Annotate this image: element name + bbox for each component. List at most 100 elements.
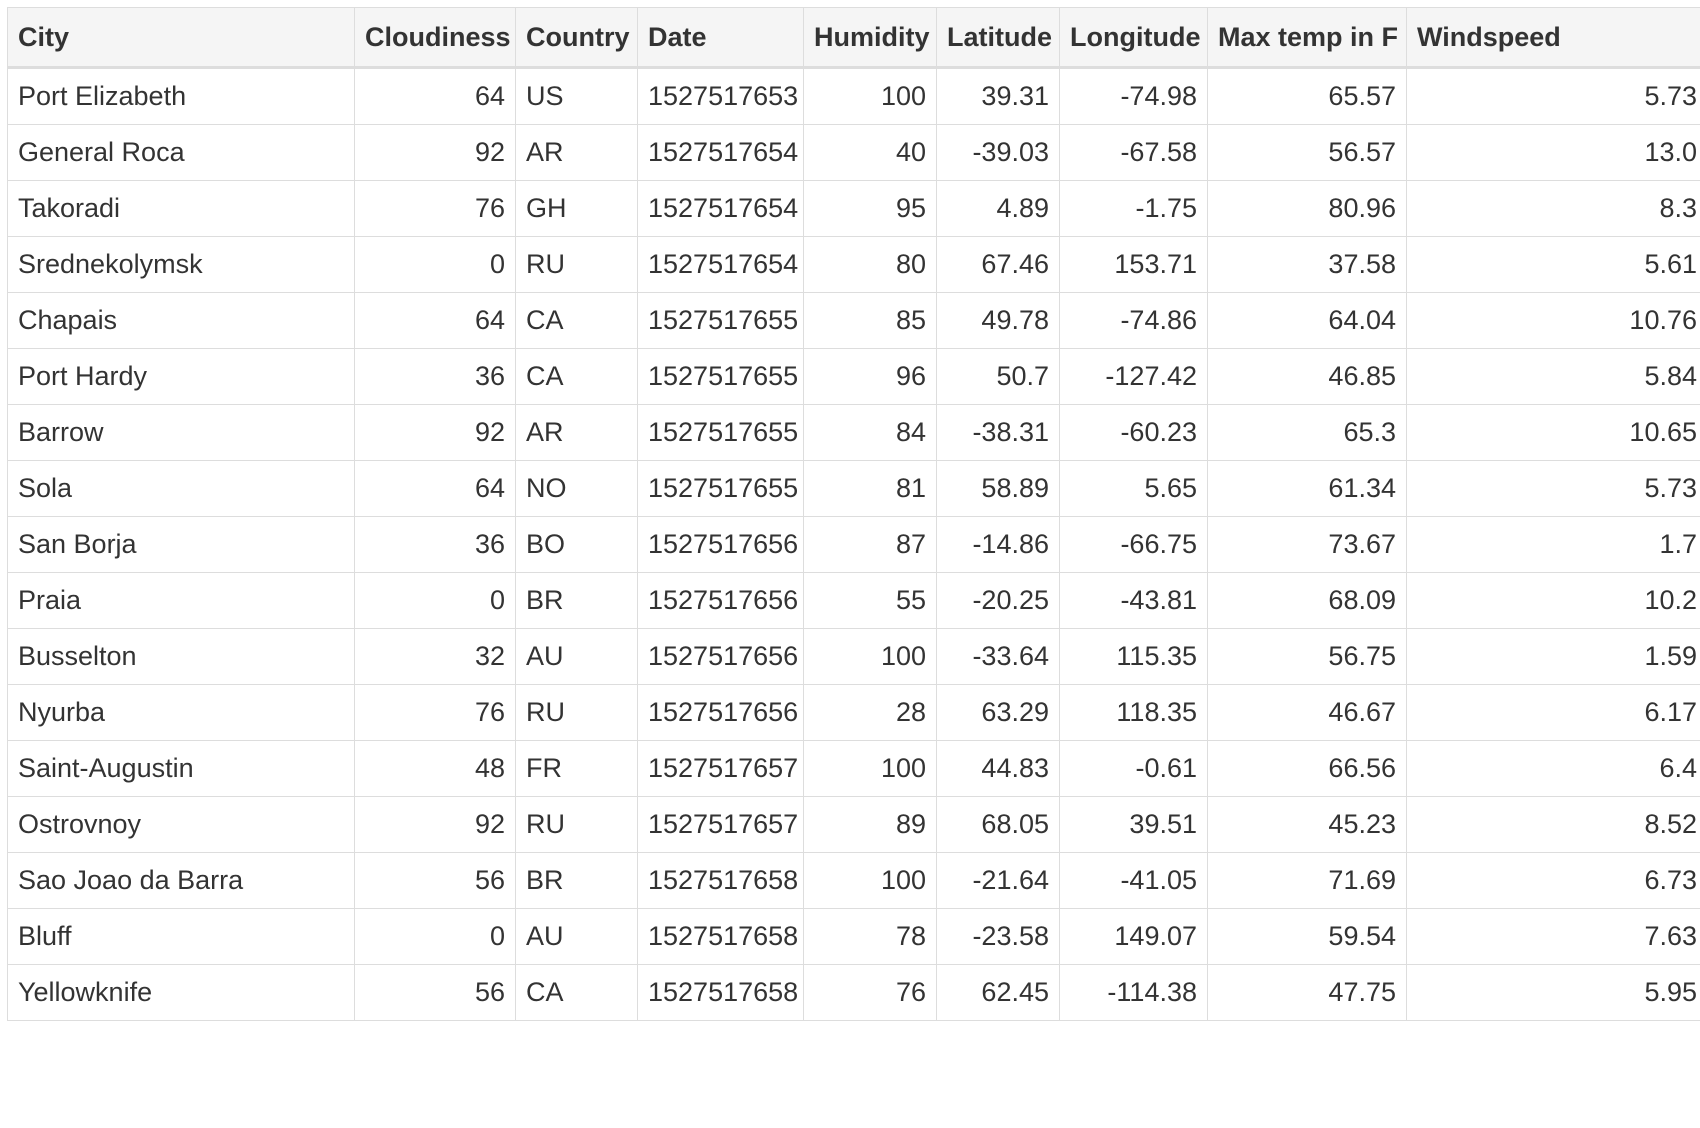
cell-latitude: 39.31 [936, 67, 1060, 125]
cell-date: 1527517654 [637, 236, 804, 293]
cell-humidity: 100 [803, 67, 937, 125]
table-row[interactable]: Yellowknife 56 CA 1527517658 76 62.45 -114.38 4… [7, 964, 1700, 1021]
cell-max-temp: 46.85 [1207, 348, 1407, 405]
cell-windspeed: 1.7 [1406, 516, 1700, 573]
cell-latitude: -21.64 [936, 852, 1060, 909]
cell-date: 1527517658 [637, 908, 804, 965]
cell-city: Sola [7, 460, 355, 517]
table-row[interactable]: Takoradi 76 GH 1527517654 95 4.89 -1.75 80.96 8.… [7, 180, 1700, 237]
weather-table-container: City Cloudiness Country Date Humidity La… [7, 7, 1700, 1021]
cell-longitude: -114.38 [1059, 964, 1208, 1021]
cell-humidity: 89 [803, 796, 937, 853]
cell-cloudiness: 36 [354, 348, 516, 405]
table-row[interactable]: Port Hardy 36 CA 1527517655 96 50.7 -127.42 46.… [7, 348, 1700, 405]
cell-date: 1527517655 [637, 404, 804, 461]
cell-max-temp: 37.58 [1207, 236, 1407, 293]
cell-city: Praia [7, 572, 355, 629]
cell-max-temp: 73.67 [1207, 516, 1407, 573]
cell-max-temp: 56.57 [1207, 124, 1407, 181]
cell-windspeed: 13.0 [1406, 124, 1700, 181]
cell-date: 1527517655 [637, 460, 804, 517]
cell-windspeed: 7.63 [1406, 908, 1700, 965]
table-row[interactable]: Saint-Augustin 48 FR 1527517657 100 44.83 -0.6… [7, 740, 1700, 797]
table-row[interactable]: Port Elizabeth 64 US 1527517653 100 39.31 -74.… [7, 67, 1700, 125]
cell-longitude: -66.75 [1059, 516, 1208, 573]
cell-city: Busselton [7, 628, 355, 685]
cell-cloudiness: 0 [354, 572, 516, 629]
table-row[interactable]: Praia 0 BR 1527517656 55 -20.25 -43.81 68.09 10.… [7, 572, 1700, 629]
cell-country: GH [515, 180, 638, 237]
table-row[interactable]: General Roca 92 AR 1527517654 40 -39.03 -67.58… [7, 124, 1700, 181]
cell-city: Port Hardy [7, 348, 355, 405]
cell-humidity: 55 [803, 572, 937, 629]
cell-humidity: 80 [803, 236, 937, 293]
cell-city: Bluff [7, 908, 355, 965]
table-row[interactable]: Bluff 0 AU 1527517658 78 -23.58 149.07 59.54 7.6… [7, 908, 1700, 965]
cell-date: 1527517655 [637, 292, 804, 349]
cell-longitude: -1.75 [1059, 180, 1208, 237]
column-header-windspeed[interactable]: Windspeed [1406, 7, 1700, 69]
cell-humidity: 78 [803, 908, 937, 965]
cell-country: US [515, 67, 638, 125]
cell-windspeed: 8.3 [1406, 180, 1700, 237]
cell-humidity: 40 [803, 124, 937, 181]
cell-latitude: 63.29 [936, 684, 1060, 741]
cell-longitude: 149.07 [1059, 908, 1208, 965]
cell-date: 1527517653 [637, 67, 804, 125]
cell-humidity: 84 [803, 404, 937, 461]
column-header-latitude[interactable]: Latitude [936, 7, 1060, 69]
cell-country: CA [515, 964, 638, 1021]
cell-country: AR [515, 124, 638, 181]
cell-cloudiness: 0 [354, 236, 516, 293]
table-header-row: City Cloudiness Country Date Humidity La… [7, 7, 1700, 69]
cell-date: 1527517656 [637, 516, 804, 573]
table-row[interactable]: Srednekolymsk 0 RU 1527517654 80 67.46 153.71 3… [7, 236, 1700, 293]
table-row[interactable]: Ostrovnoy 92 RU 1527517657 89 68.05 39.51 45.23… [7, 796, 1700, 853]
cell-humidity: 96 [803, 348, 937, 405]
cell-longitude: -67.58 [1059, 124, 1208, 181]
cell-date: 1527517656 [637, 572, 804, 629]
table-row[interactable]: Busselton 32 AU 1527517656 100 -33.64 115.35 56… [7, 628, 1700, 685]
cell-city: Srednekolymsk [7, 236, 355, 293]
cell-humidity: 28 [803, 684, 937, 741]
table-row[interactable]: Nyurba 76 RU 1527517656 28 63.29 118.35 46.67 6.… [7, 684, 1700, 741]
cell-latitude: -14.86 [936, 516, 1060, 573]
table-row[interactable]: Chapais 64 CA 1527517655 85 49.78 -74.86 64.04 1… [7, 292, 1700, 349]
cell-max-temp: 65.57 [1207, 67, 1407, 125]
cell-longitude: -0.61 [1059, 740, 1208, 797]
column-header-cloudiness[interactable]: Cloudiness [354, 7, 516, 69]
table-row[interactable]: San Borja 36 BO 1527517656 87 -14.86 -66.75 73.… [7, 516, 1700, 573]
cell-humidity: 81 [803, 460, 937, 517]
table-row[interactable]: Barrow 92 AR 1527517655 84 -38.31 -60.23 65.3 10… [7, 404, 1700, 461]
cell-windspeed: 6.4 [1406, 740, 1700, 797]
column-header-max-temp[interactable]: Max temp in F [1207, 7, 1407, 69]
cell-cloudiness: 92 [354, 796, 516, 853]
cell-max-temp: 47.75 [1207, 964, 1407, 1021]
column-header-longitude[interactable]: Longitude [1059, 7, 1208, 69]
cell-latitude: 68.05 [936, 796, 1060, 853]
column-header-country[interactable]: Country [515, 7, 638, 69]
cell-city: Yellowknife [7, 964, 355, 1021]
column-header-city[interactable]: City [7, 7, 355, 69]
cell-longitude: -43.81 [1059, 572, 1208, 629]
cell-longitude: 118.35 [1059, 684, 1208, 741]
cell-city: San Borja [7, 516, 355, 573]
table-row[interactable]: Sao Joao da Barra 56 BR 1527517658 100 -21.64… [7, 852, 1700, 909]
cell-longitude: -74.98 [1059, 67, 1208, 125]
cell-windspeed: 10.2 [1406, 572, 1700, 629]
column-header-date[interactable]: Date [637, 7, 804, 69]
cell-cloudiness: 76 [354, 684, 516, 741]
column-header-humidity[interactable]: Humidity [803, 7, 937, 69]
cell-date: 1527517658 [637, 964, 804, 1021]
cell-latitude: -33.64 [936, 628, 1060, 685]
cell-windspeed: 6.73 [1406, 852, 1700, 909]
cell-humidity: 87 [803, 516, 937, 573]
cell-latitude: -20.25 [936, 572, 1060, 629]
table-row[interactable]: Sola 64 NO 1527517655 81 58.89 5.65 61.34 5.73 [7, 460, 1700, 517]
cell-city: Nyurba [7, 684, 355, 741]
cell-country: RU [515, 796, 638, 853]
cell-max-temp: 68.09 [1207, 572, 1407, 629]
cell-latitude: 67.46 [936, 236, 1060, 293]
cell-cloudiness: 92 [354, 124, 516, 181]
cell-cloudiness: 48 [354, 740, 516, 797]
